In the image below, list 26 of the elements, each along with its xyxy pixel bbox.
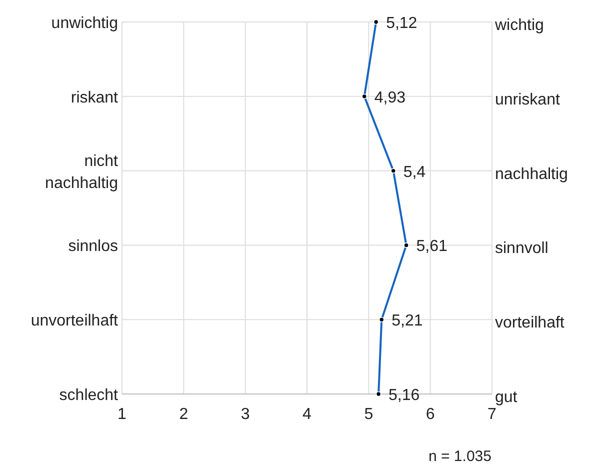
y-tick-label: schlecht [59, 387, 119, 404]
y2-tick-label: unriskant [495, 91, 560, 108]
data-label: 5,12 [386, 15, 418, 32]
y-tick-label: unwichtig [51, 15, 118, 32]
x-tick-label: 6 [426, 406, 435, 423]
y-tick-label: sinnlos [68, 238, 118, 256]
x-tick-label: 4 [302, 406, 312, 423]
data-label: 5,21 [392, 312, 423, 330]
x-tick-label: 3 [240, 406, 250, 423]
data-label: 4,93 [374, 89, 406, 106]
y-tick-label: unvorteilhaft [30, 312, 119, 330]
y2-tick-label: sinnvoll [495, 240, 548, 258]
x-tick-label: 5 [364, 406, 374, 423]
y-tick-label: riskant [70, 89, 119, 106]
x-tick-label: 7 [488, 406, 497, 423]
y2-tick-label: wichtig [494, 17, 544, 34]
text: n = 1.035 [428, 448, 492, 465]
x-tick-label: 2 [179, 406, 188, 423]
data-label: 5,4 [403, 164, 426, 181]
y2-tick-label: vorteilhaft [495, 314, 565, 332]
y2-tick-label: nachhaltig [495, 166, 568, 183]
y-tick-label: nicht nachhaltig [45, 152, 119, 192]
x-tick-label: 1 [118, 406, 127, 423]
data-label: 5,16 [388, 387, 420, 404]
y2-tick-label: gut [495, 389, 518, 406]
data-label: 5,61 [416, 238, 448, 256]
